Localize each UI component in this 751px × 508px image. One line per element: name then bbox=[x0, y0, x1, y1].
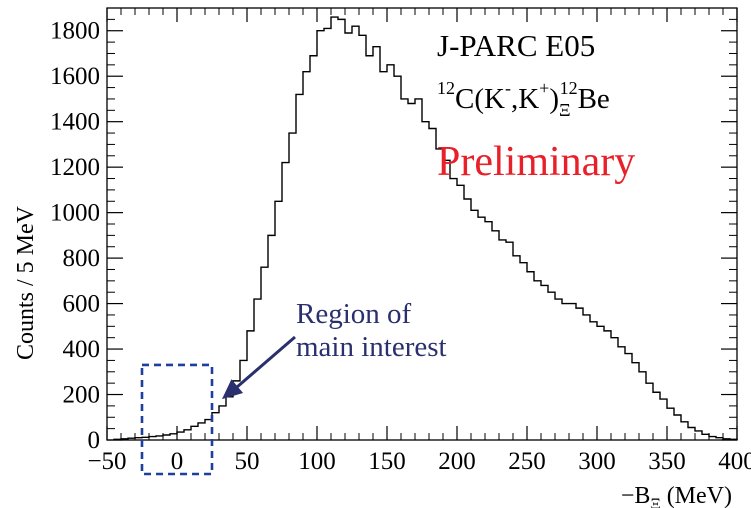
x-tick-label: 100 bbox=[298, 448, 336, 475]
x-axis-label-main: −B bbox=[621, 483, 651, 508]
x-tick-label: 350 bbox=[648, 448, 686, 475]
chart-title: J-PARC E05 bbox=[437, 28, 595, 63]
y-tick-label: 400 bbox=[63, 336, 101, 363]
y-tick-label: 200 bbox=[63, 382, 101, 409]
x-tick-label: 300 bbox=[578, 448, 616, 475]
annotation-arrow-head bbox=[222, 379, 244, 400]
x-axis-label-unit: (MeV) bbox=[661, 483, 732, 508]
annotation-line-1: Region of bbox=[296, 298, 412, 330]
y-tick-label: 600 bbox=[63, 291, 101, 318]
region-of-interest-box bbox=[140, 363, 214, 476]
reaction-sup2: + bbox=[539, 78, 549, 98]
y-tick-label: 1400 bbox=[50, 109, 100, 136]
plot-frame bbox=[106, 7, 738, 441]
plot-data bbox=[113, 16, 738, 476]
y-tick-label: 1600 bbox=[50, 63, 100, 90]
x-tick-label: 150 bbox=[368, 448, 406, 475]
x-tick-label: −50 bbox=[87, 448, 126, 475]
y-axis-label: Counts / 5 MeV bbox=[13, 205, 39, 360]
histogram-series bbox=[113, 16, 738, 441]
reaction-mid1: C(K bbox=[455, 83, 505, 115]
x-axis-label: −BΞ (MeV) bbox=[621, 483, 732, 508]
x-tick-label: 0 bbox=[171, 448, 184, 475]
x-tick-label: 250 bbox=[508, 448, 546, 475]
x-tick-label: 200 bbox=[438, 448, 476, 475]
x-tick-label: 400 bbox=[718, 448, 751, 475]
y-tick-label: 1000 bbox=[50, 200, 100, 227]
reaction-label: 12C(K-,K+)Ξ12Be bbox=[437, 78, 610, 120]
reaction-mid3: ) bbox=[549, 83, 559, 115]
reaction-sup3: 12 bbox=[560, 78, 578, 98]
y-tick-label: 1800 bbox=[50, 18, 100, 45]
x-axis-label-sub: Ξ bbox=[650, 496, 660, 508]
y-tick-label: 1200 bbox=[50, 154, 100, 181]
reaction-mid2: ,K bbox=[511, 83, 539, 115]
plot-axes: −50 0 50 100 150 200 250 300 350 4000200400600800… bbox=[50, 7, 751, 475]
reaction-sup1: - bbox=[505, 78, 511, 98]
y-tick-label: 800 bbox=[63, 245, 101, 272]
reaction-post: Be bbox=[578, 83, 610, 115]
x-tick-label: 50 bbox=[235, 448, 260, 475]
preliminary-label: Preliminary bbox=[437, 139, 635, 185]
y-tick-label: 0 bbox=[88, 427, 101, 454]
reaction-pre: 12 bbox=[437, 78, 455, 98]
reaction-sub: Ξ bbox=[559, 100, 571, 120]
annotation-arrow-shaft bbox=[229, 335, 296, 395]
annotation-line-2: main interest bbox=[296, 331, 447, 363]
